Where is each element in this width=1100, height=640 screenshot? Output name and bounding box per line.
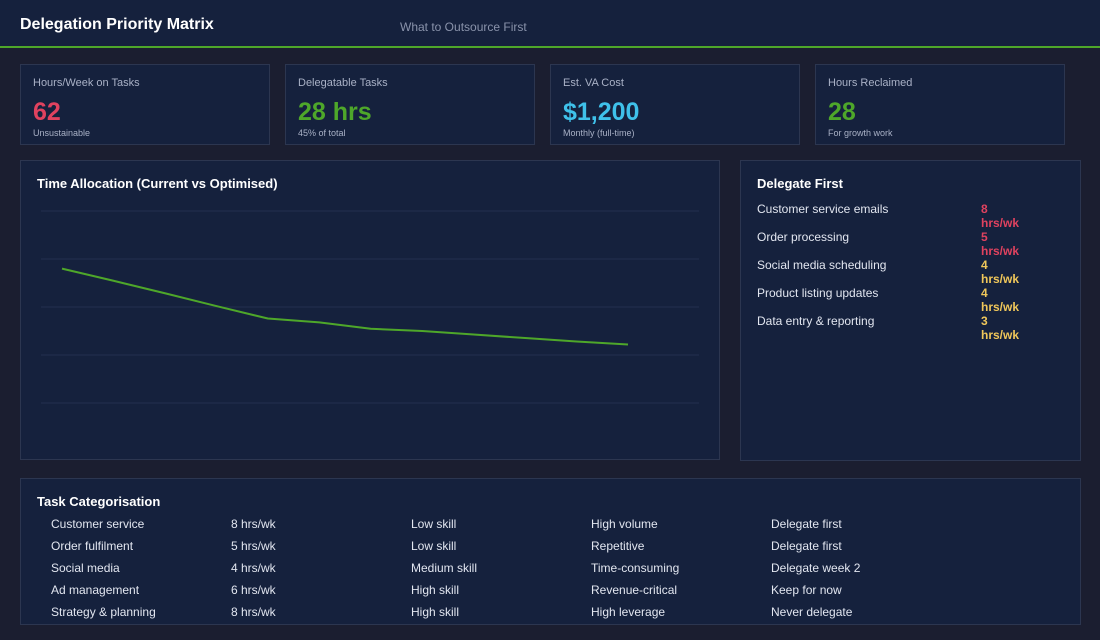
delegate-item: Order processing 5 hrs/wk — [757, 230, 1029, 258]
kpi-card-va-cost: Est. VA Cost $1,200 Monthly (full-time) — [550, 64, 800, 145]
table-cell-task: Strategy & planning — [51, 605, 156, 619]
table-cell-skill: Low skill — [411, 517, 457, 531]
kpi-subtext: Unsustainable — [33, 128, 91, 138]
kpi-card-delegatable-tasks: Delegatable Tasks 28 hrs 45% of total — [285, 64, 535, 145]
table-row: Customer service 8 hrs/wk Low skill High… — [51, 517, 1071, 539]
table-cell-nature: Time-consuming — [591, 561, 680, 575]
table-row: Order fulfilment 5 hrs/wk Low skill Repe… — [51, 539, 1071, 561]
table-cell-hours: 4 hrs/wk — [231, 561, 276, 575]
kpi-subtext: Monthly (full-time) — [563, 128, 635, 138]
task-table: Customer service 8 hrs/wk Low skill High… — [51, 517, 1071, 627]
delegate-item: Product listing updates 4 hrs/wk — [757, 286, 1029, 314]
kpi-label: Delegatable Tasks — [298, 77, 388, 89]
kpi-card-hours-week: Hours/Week on Tasks 62 Unsustainable — [20, 64, 270, 145]
kpi-subtext: 45% of total — [298, 128, 346, 138]
delegate-item-hours: 5 hrs/wk — [981, 230, 1020, 258]
page-subtitle: What to Outsource First — [400, 20, 527, 34]
delegate-item: Data entry & reporting 3 hrs/wk — [757, 314, 1029, 342]
app-header: Delegation Priority Matrix What to Outso… — [0, 0, 1100, 48]
delegate-item: Customer service emails 8 hrs/wk — [757, 202, 1029, 230]
delegate-item-task: Customer service emails — [757, 202, 889, 216]
table-cell-action: Keep for now — [771, 583, 842, 597]
table-cell-nature: Repetitive — [591, 539, 645, 553]
time-allocation-panel: Time Allocation (Current vs Optimised) — [20, 160, 720, 460]
table-cell-hours: 8 hrs/wk — [231, 517, 276, 531]
table-cell-action: Delegate first — [771, 539, 842, 553]
delegate-item-hours: 4 hrs/wk — [981, 286, 1020, 314]
delegate-item-hours: 3 hrs/wk — [981, 314, 1020, 342]
table-row: Ad management 6 hrs/wk High skill Revenu… — [51, 583, 1071, 605]
delegate-first-title: Delegate First — [757, 176, 843, 191]
kpi-card-hours-reclaimed: Hours Reclaimed 28 For growth work — [815, 64, 1065, 145]
table-cell-action: Delegate week 2 — [771, 561, 861, 575]
delegate-item-hours: 8 hrs/wk — [981, 202, 1020, 230]
table-cell-task: Social media — [51, 561, 120, 575]
table-cell-hours: 8 hrs/wk — [231, 605, 276, 619]
delegate-item-task: Order processing — [757, 230, 850, 244]
time-allocation-chart — [41, 210, 699, 404]
table-cell-nature: High leverage — [591, 605, 666, 619]
kpi-value: $1,200 — [563, 98, 640, 126]
kpi-label: Est. VA Cost — [563, 77, 624, 89]
delegate-item-task: Product listing updates — [757, 286, 879, 300]
table-cell-skill: High skill — [411, 605, 460, 619]
kpi-value: 62 — [33, 98, 61, 126]
chart-title: Time Allocation (Current vs Optimised) — [37, 176, 278, 191]
delegate-item: Social media scheduling 4 hrs/wk — [757, 258, 1029, 286]
table-cell-action: Delegate first — [771, 517, 842, 531]
table-row: Strategy & planning 8 hrs/wk High skill … — [51, 605, 1071, 627]
chart-series-line — [61, 267, 629, 346]
kpi-value: 28 — [828, 98, 856, 126]
kpi-value: 28 hrs — [298, 98, 372, 126]
kpi-label: Hours/Week on Tasks — [33, 77, 140, 89]
table-cell-skill: High skill — [411, 583, 460, 597]
task-categorisation-panel: Task Categorisation Customer service 8 h… — [20, 478, 1081, 625]
table-cell-hours: 5 hrs/wk — [231, 539, 276, 553]
kpi-subtext: For growth work — [828, 128, 893, 138]
delegate-first-list: Customer service emails 8 hrs/wk Order p… — [757, 202, 1029, 342]
table-cell-task: Ad management — [51, 583, 140, 597]
table-cell-task: Order fulfilment — [51, 539, 134, 553]
table-cell-nature: Revenue-critical — [591, 583, 678, 597]
table-cell-skill: Low skill — [411, 539, 457, 553]
delegate-item-task: Data entry & reporting — [757, 314, 875, 328]
table-cell-task: Customer service — [51, 517, 145, 531]
table-cell-action: Never delegate — [771, 605, 853, 619]
page-title: Delegation Priority Matrix — [20, 16, 214, 33]
table-cell-skill: Medium skill — [411, 561, 478, 575]
delegate-item-hours: 4 hrs/wk — [981, 258, 1020, 286]
task-categorisation-title: Task Categorisation — [37, 494, 161, 509]
table-cell-hours: 6 hrs/wk — [231, 583, 276, 597]
kpi-label: Hours Reclaimed — [828, 77, 913, 89]
table-row: Social media 4 hrs/wk Medium skill Time-… — [51, 561, 1071, 583]
table-cell-nature: High volume — [591, 517, 658, 531]
delegate-item-task: Social media scheduling — [757, 258, 887, 272]
delegate-first-panel: Delegate First Customer service emails 8… — [740, 160, 1081, 461]
